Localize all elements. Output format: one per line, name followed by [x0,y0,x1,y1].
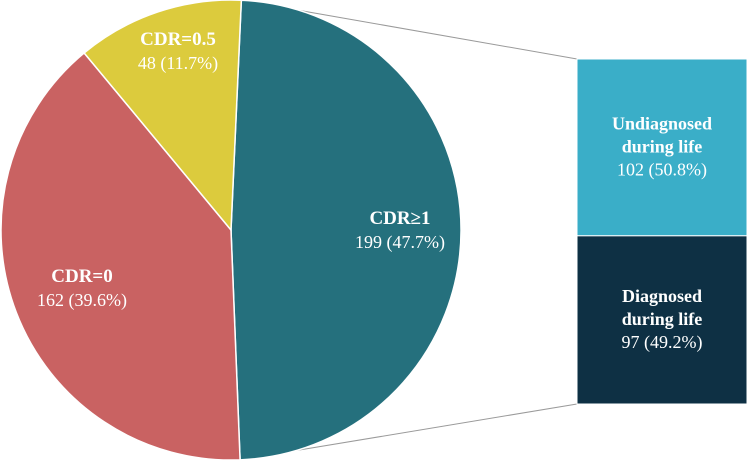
breakdown-labels: Undiagnosed during life 102 (50.8%) Diagnos… [612,113,712,353]
slice-label-cdr-0-5: CDR=0.5 [140,29,216,50]
slice-value-cdrgte1: 199 (47.7%) [355,232,445,253]
bar-label-diagnosed-line2: during life [622,309,703,329]
bar-value-diagnosed: 97 (49.2%) [622,332,703,353]
pie [0,0,462,461]
slice-value-cdr-0-5: 48 (11.7%) [138,53,218,74]
pie-labels: CDR≥1 199 (47.7%) CDR=0 162 (39.6%) CDR=0.5 4… [37,29,445,311]
bar-label-undiagnosed-line1: Undiagnosed [612,113,712,133]
slice-value-cdr-0: 162 (39.6%) [37,290,127,311]
pie-slice-cdr-0-5 [83,0,243,232]
pie-slice-cdrgte1 [230,0,462,461]
bar-label-undiagnosed-line2: during life [622,136,703,156]
slice-label-cdr-0: CDR=0 [51,266,113,287]
bar-label-diagnosed-line1: Diagnosed [622,286,702,306]
bar-segment-diagnosed [576,235,748,405]
pie-slice-cdr-0 [0,51,241,461]
breakdown-bar [576,58,748,405]
bar-segment-undiagnosed [576,58,748,237]
slice-label-cdrgte1: CDR≥1 [369,208,430,229]
bar-value-undiagnosed: 102 (50.8%) [617,159,707,180]
